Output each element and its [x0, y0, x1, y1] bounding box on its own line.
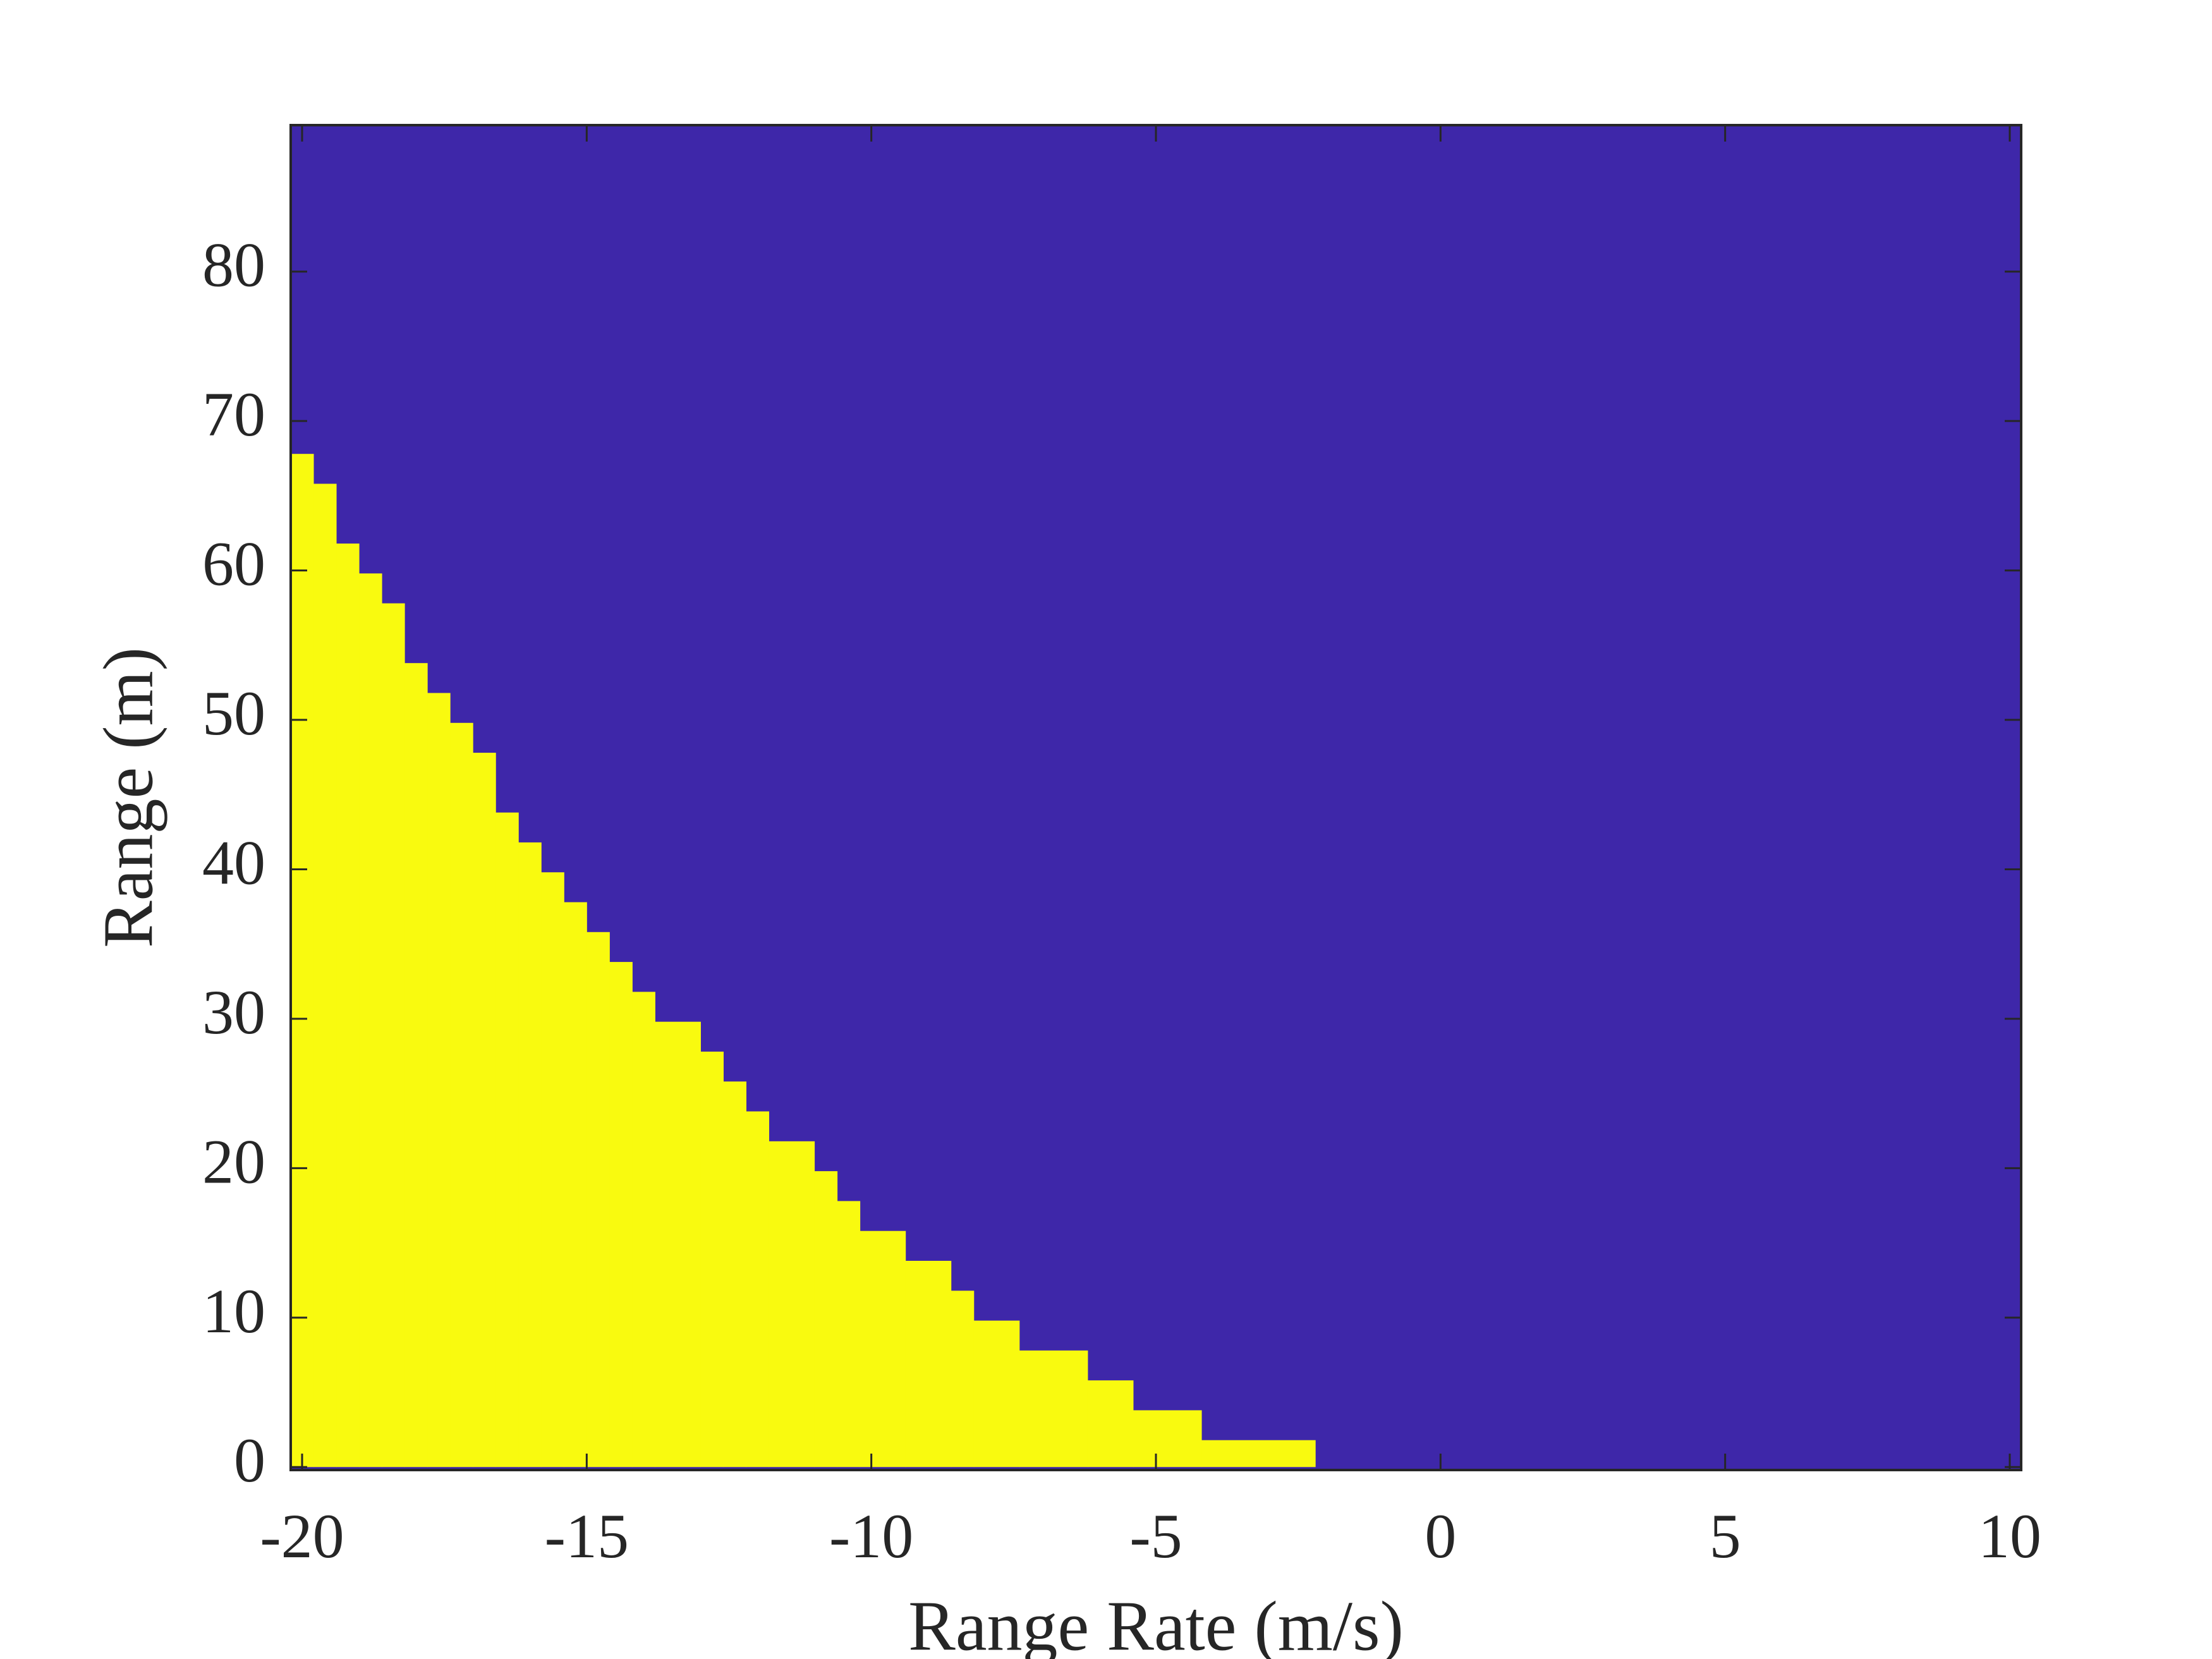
yellow-cell-column: [1087, 1380, 1134, 1468]
yellow-cell-column: [382, 603, 405, 1468]
yellow-cell-column: [359, 573, 382, 1468]
y-tick-label: 10: [202, 1276, 265, 1346]
y-tick-label: 40: [202, 827, 265, 897]
yellow-cell-column: [951, 1291, 975, 1468]
yellow-cell-column: [814, 1171, 838, 1468]
x-tick-label: 0: [1425, 1501, 1456, 1571]
yellow-cell-column: [518, 842, 542, 1468]
yellow-cell-column: [404, 663, 428, 1468]
yellow-cell-column: [336, 544, 360, 1468]
y-tick-label: 20: [202, 1126, 265, 1196]
y-tick-label: 60: [202, 529, 265, 599]
yellow-cell-column: [1201, 1440, 1316, 1468]
y-tick-label: 30: [202, 977, 265, 1047]
y-tick-label: 50: [202, 678, 265, 748]
yellow-cell-column: [473, 753, 496, 1468]
yellow-cell-column: [609, 962, 633, 1468]
yellow-cell-column: [769, 1141, 815, 1468]
yellow-cell-column: [837, 1201, 861, 1468]
y-tick-label: 0: [234, 1425, 265, 1495]
yellow-cell-column: [291, 454, 314, 1468]
yellow-cell-column: [723, 1081, 747, 1468]
y-tick-label: 80: [202, 230, 265, 300]
x-tick-label: -20: [260, 1501, 344, 1571]
yellow-cell-column: [1133, 1410, 1202, 1468]
x-tick-label: 5: [1710, 1501, 1741, 1571]
plot-frame: [289, 124, 2022, 1471]
yellow-cell-column: [700, 1051, 724, 1468]
yellow-cell-column: [564, 902, 587, 1468]
x-tick-label: 10: [1978, 1501, 2041, 1571]
x-tick-label: -15: [545, 1501, 629, 1571]
yellow-cell-column: [905, 1260, 952, 1468]
yellow-cell-column: [860, 1231, 906, 1468]
x-axis-label: Range Rate (m/s): [908, 1588, 1404, 1659]
yellow-cell-column: [427, 693, 451, 1468]
y-axis-label: Range (m): [90, 647, 168, 948]
y-tick-label: 70: [202, 379, 265, 449]
yellow-cell-column: [541, 872, 564, 1468]
yellow-cell-column: [746, 1111, 770, 1468]
yellow-cell-column: [1019, 1350, 1088, 1468]
x-tick-label: -5: [1129, 1501, 1182, 1571]
yellow-cell-column: [450, 722, 473, 1468]
x-tick-label: -10: [829, 1501, 913, 1571]
yellow-cell-column: [655, 1021, 701, 1468]
yellow-cell-column: [313, 483, 337, 1468]
yellow-cell-column: [973, 1320, 1020, 1468]
yellow-cell-column: [586, 932, 610, 1468]
yellow-cell-column: [495, 812, 519, 1468]
yellow-cell-column: [632, 992, 655, 1468]
